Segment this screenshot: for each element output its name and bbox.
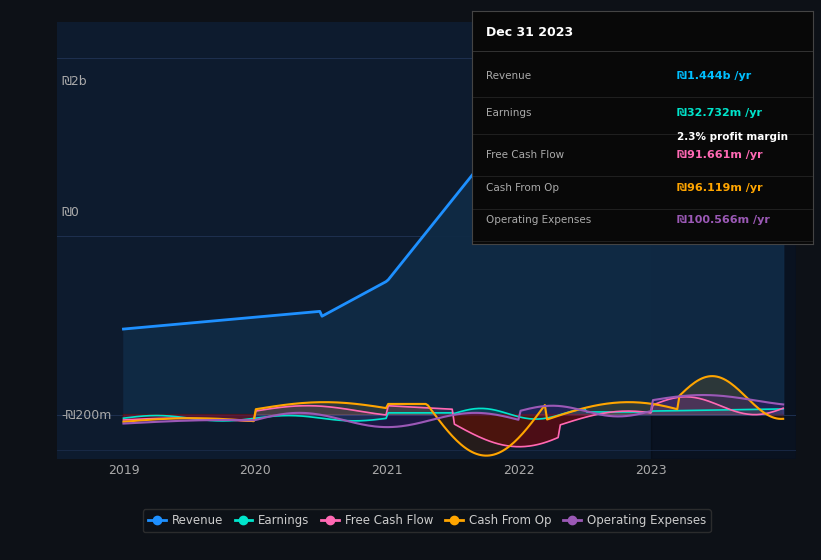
Text: ₪96.119m /yr: ₪96.119m /yr (677, 183, 762, 193)
Text: ₪91.661m /yr: ₪91.661m /yr (677, 150, 762, 160)
Text: Operating Expenses: Operating Expenses (486, 216, 591, 225)
Text: 2.3% profit margin: 2.3% profit margin (677, 132, 787, 142)
Text: Earnings: Earnings (486, 109, 531, 119)
Text: Free Cash Flow: Free Cash Flow (486, 150, 564, 160)
Text: ₪1.444b /yr: ₪1.444b /yr (677, 71, 750, 81)
Text: Dec 31 2023: Dec 31 2023 (486, 26, 573, 39)
Bar (651, 22, 796, 459)
Text: ₪0: ₪0 (62, 206, 79, 219)
Text: Cash From Op: Cash From Op (486, 183, 559, 193)
Legend: Revenue, Earnings, Free Cash Flow, Cash From Op, Operating Expenses: Revenue, Earnings, Free Cash Flow, Cash … (143, 510, 711, 532)
Text: ₪32.732m /yr: ₪32.732m /yr (677, 109, 762, 119)
Text: ₪2b: ₪2b (62, 75, 87, 88)
Text: -₪200m: -₪200m (62, 409, 112, 422)
Text: Revenue: Revenue (486, 71, 531, 81)
Text: ₪100.566m /yr: ₪100.566m /yr (677, 216, 769, 225)
